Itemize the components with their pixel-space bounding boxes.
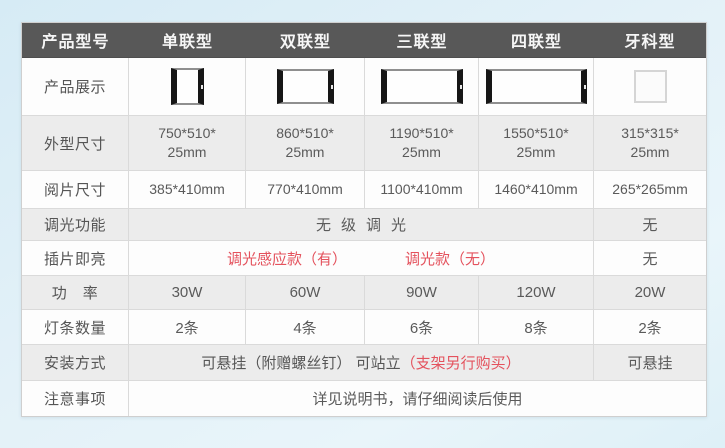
install-text-main: 可悬挂（附赠螺丝钉） 可站立	[201, 355, 401, 372]
row-label-outer-size: 外型尺寸	[22, 116, 129, 171]
row-label-light-bars: 灯条数量	[22, 310, 129, 345]
row-install: 安装方式 可悬挂（附赠螺丝钉） 可站立 （支架另行购买） 可悬挂	[22, 345, 706, 381]
single-panel-image	[170, 68, 204, 105]
dimming-dental-value: 无	[594, 209, 706, 241]
light-bars-double: 4条	[246, 310, 365, 345]
cell-display-dental	[594, 58, 706, 116]
install-text-red: （支架另行购买）	[400, 355, 521, 372]
light-bars-single: 2条	[129, 310, 246, 345]
light-bars-dental: 2条	[594, 310, 706, 345]
install-dental-value: 可悬挂	[594, 345, 706, 381]
header-cell-quad: 四联型	[479, 23, 594, 58]
plug-light-merged-cell: 调光感应款（有） 调光款（无）	[129, 241, 594, 276]
row-power: 功 率 30W 60W 90W 120W 20W	[22, 276, 706, 310]
product-spec-table: 产品型号 单联型 双联型 三联型 四联型 牙科型 产品展示	[21, 22, 707, 417]
row-label-dimming: 调光功能	[22, 209, 129, 241]
plug-light-option-b: 调光款（无）	[405, 250, 496, 268]
light-bars-quad: 8条	[479, 310, 594, 345]
row-label-install: 安装方式	[22, 345, 129, 381]
outer-size-double: 860*510* 25mm	[246, 116, 365, 171]
row-light-bars: 灯条数量 2条 4条 6条 8条 2条	[22, 310, 706, 345]
plug-light-dental-value: 无	[594, 241, 706, 276]
header-cell-triple: 三联型	[365, 23, 479, 58]
cell-display-single	[129, 58, 246, 116]
notes-value: 详见说明书，请仔细阅读后使用	[129, 381, 706, 416]
view-size-dental: 265*265mm	[594, 171, 706, 209]
outer-size-single: 750*510* 25mm	[129, 116, 246, 171]
plug-light-option-a: 调光感应款（有）	[226, 250, 347, 268]
row-view-size: 阅片尺寸 385*410mm 770*410mm 1100*410mm 1460…	[22, 171, 706, 209]
cell-display-quad	[479, 58, 594, 116]
header-row: 产品型号 单联型 双联型 三联型 四联型 牙科型	[22, 23, 706, 58]
row-plug-light: 插片即亮 调光感应款（有） 调光款（无） 无	[22, 241, 706, 276]
header-cell-single: 单联型	[129, 23, 246, 58]
plug-light-options: 调光感应款（有） 调光款（无）	[227, 248, 495, 269]
power-dental: 20W	[594, 276, 706, 310]
header-cell-model: 产品型号	[22, 23, 129, 58]
quad-panel-image	[485, 69, 587, 104]
install-merged-cell: 可悬挂（附赠螺丝钉） 可站立 （支架另行购买）	[129, 345, 594, 381]
view-size-triple: 1100*410mm	[365, 171, 479, 209]
header-cell-double: 双联型	[246, 23, 365, 58]
view-size-single: 385*410mm	[129, 171, 246, 209]
power-quad: 120W	[479, 276, 594, 310]
triple-panel-image	[380, 69, 463, 104]
outer-size-triple: 1190*510* 25mm	[365, 116, 479, 171]
outer-size-dental: 315*315* 25mm	[594, 116, 706, 171]
header-cell-dental: 牙科型	[594, 23, 706, 58]
view-size-double: 770*410mm	[246, 171, 365, 209]
double-panel-image	[276, 69, 334, 104]
power-triple: 90W	[365, 276, 479, 310]
row-label-power: 功 率	[22, 276, 129, 310]
row-label-product-display: 产品展示	[22, 58, 129, 116]
row-outer-size: 外型尺寸 750*510* 25mm 860*510* 25mm 1190*51…	[22, 116, 706, 171]
row-label-plug-light: 插片即亮	[22, 241, 129, 276]
power-double: 60W	[246, 276, 365, 310]
power-single: 30W	[129, 276, 246, 310]
row-label-notes: 注意事项	[22, 381, 129, 416]
view-size-quad: 1460*410mm	[479, 171, 594, 209]
row-dimming: 调光功能 无级调光 无	[22, 209, 706, 241]
outer-size-quad: 1550*510* 25mm	[479, 116, 594, 171]
row-label-view-size: 阅片尺寸	[22, 171, 129, 209]
row-product-display: 产品展示	[22, 58, 706, 116]
dimming-merged-value: 无级调光	[129, 209, 594, 241]
cell-display-triple	[365, 58, 479, 116]
light-bars-triple: 6条	[365, 310, 479, 345]
dental-panel-image	[633, 70, 667, 103]
cell-display-double	[246, 58, 365, 116]
row-notes: 注意事项 详见说明书，请仔细阅读后使用	[22, 381, 706, 416]
